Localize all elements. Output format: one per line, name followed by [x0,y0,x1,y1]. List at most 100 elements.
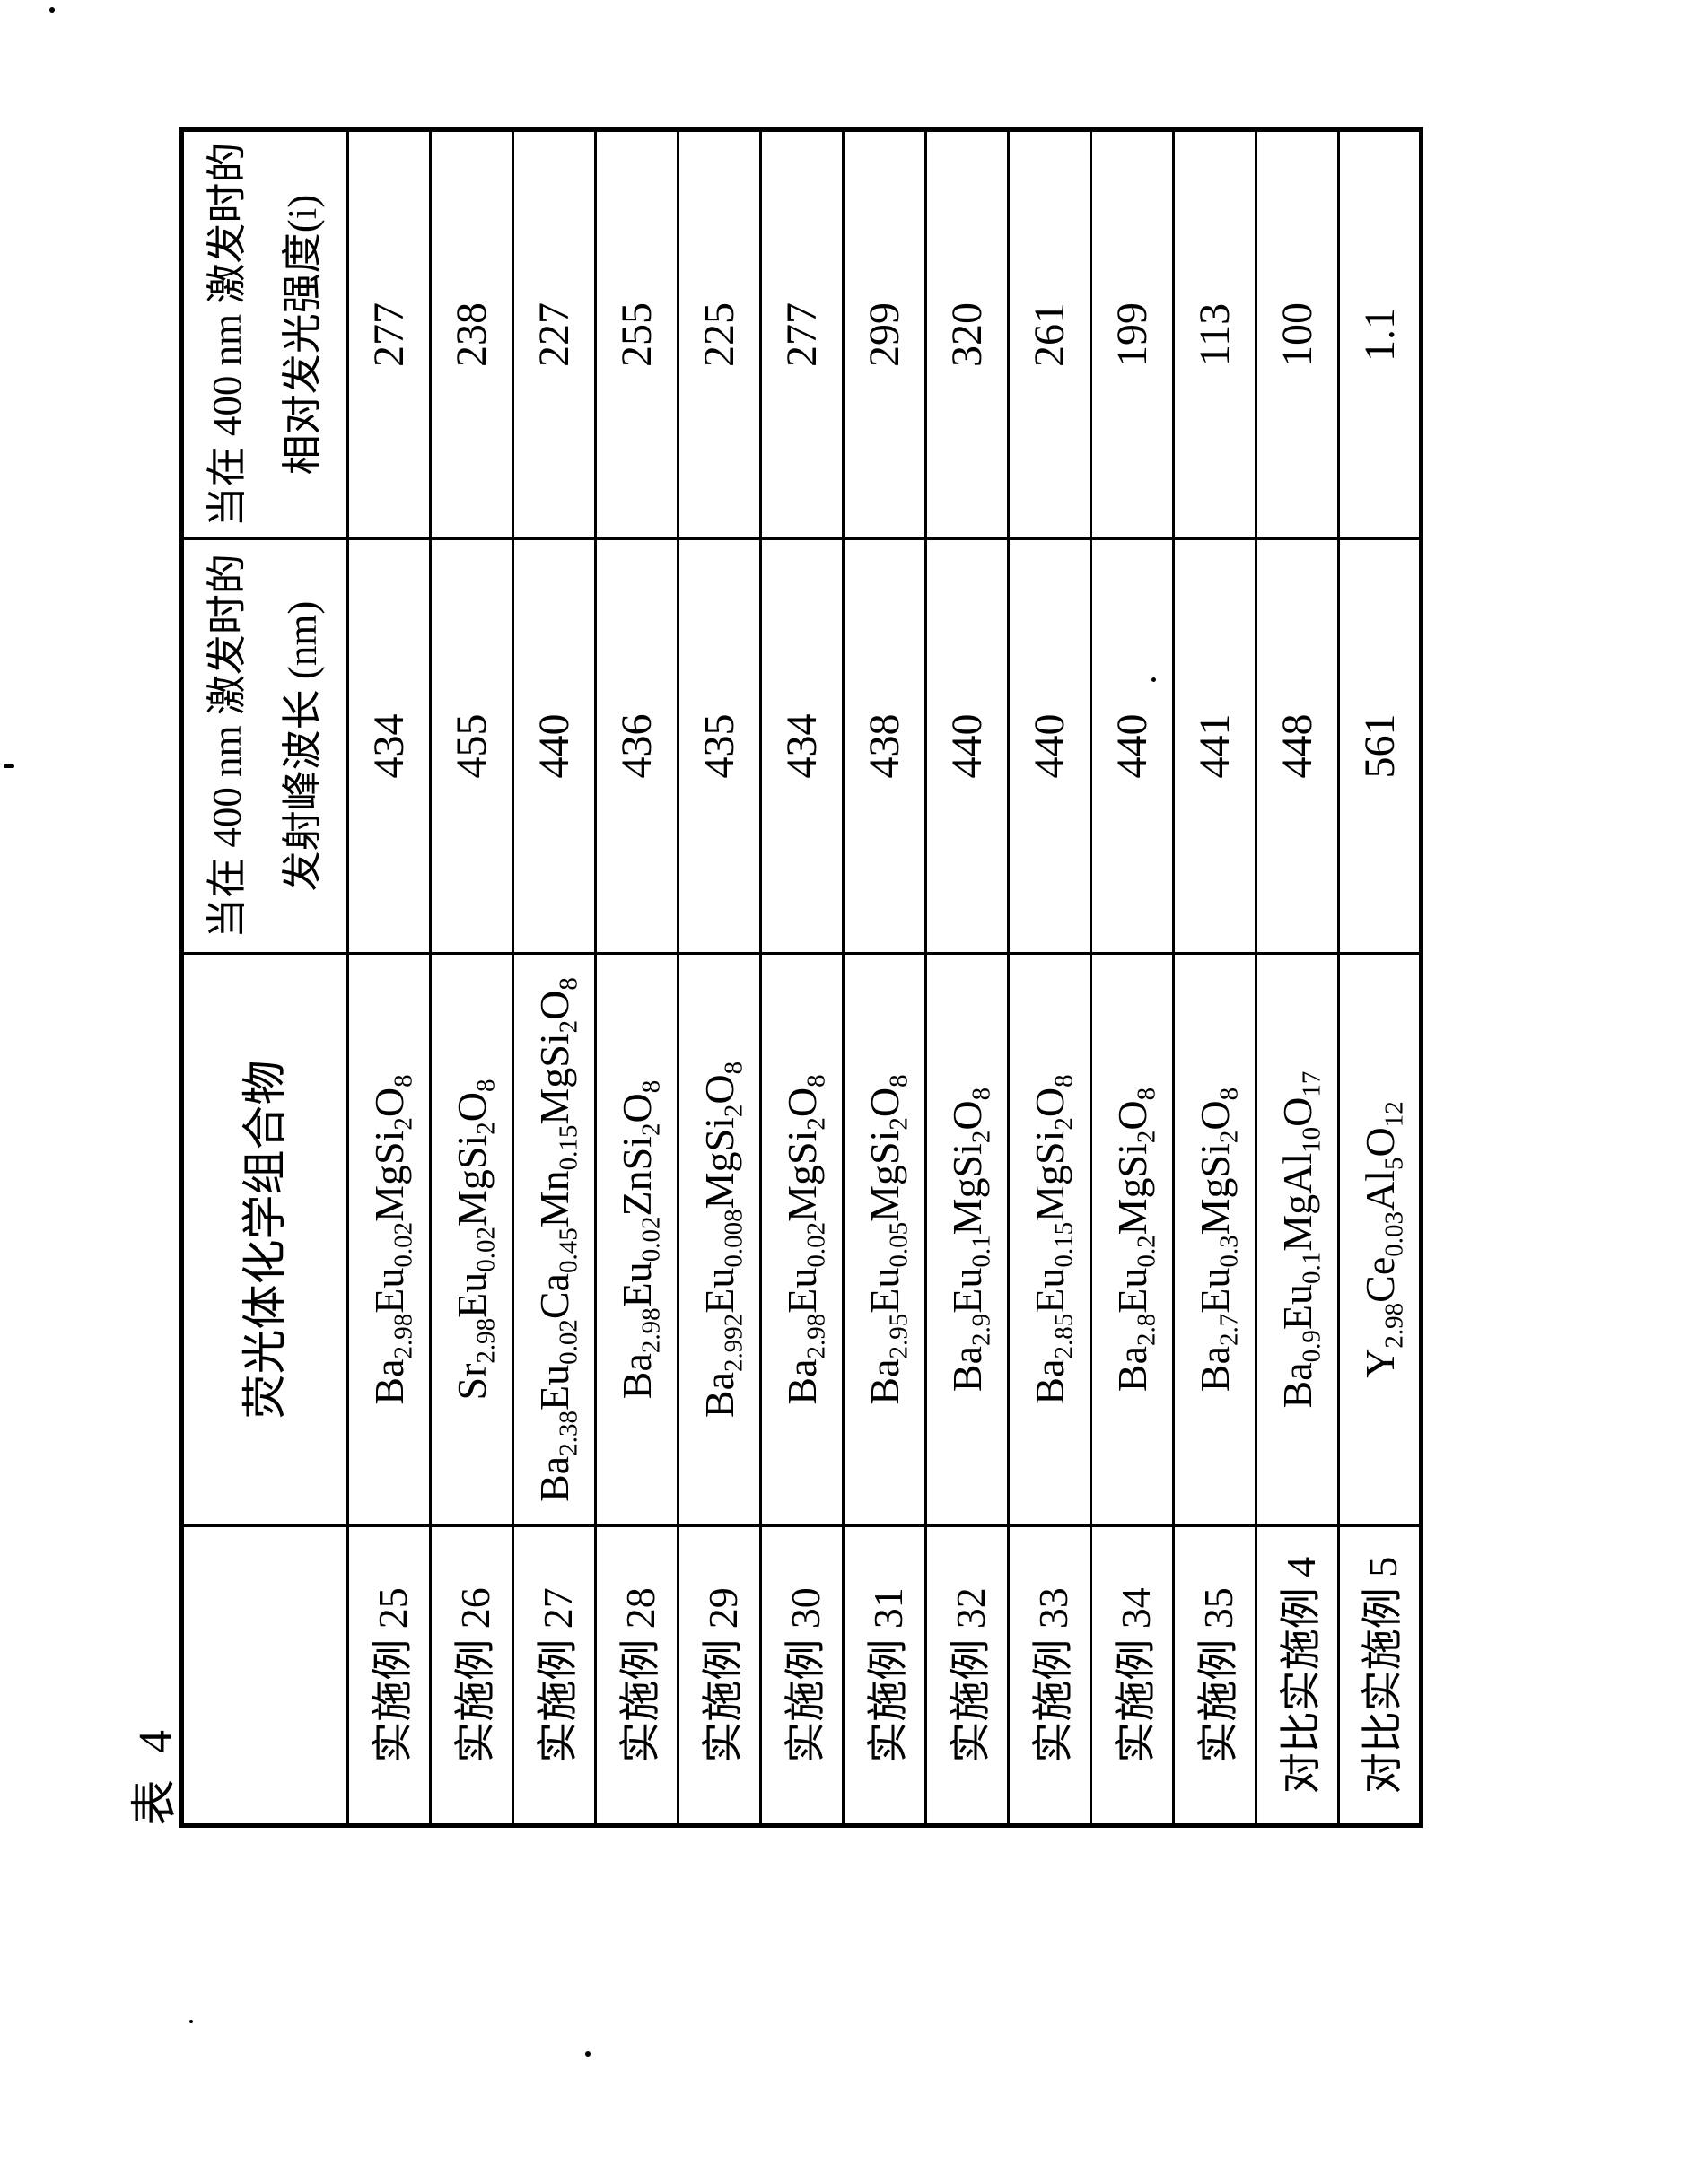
example-label: 对比实施例 5 [1360,1556,1405,1795]
wavelength-cell: 441 [1173,538,1256,954]
example-label-cell: 实施例 25 [347,1525,431,1826]
example-label: 实施例 33 [1029,1587,1076,1763]
corner-header-cell [181,1525,348,1826]
intensity-cell: 100 [1256,129,1339,539]
composition-formula: Ba0.9Eu0.1MgAl10O17 [1274,1070,1326,1409]
composition-formula: Y2.98Ce0.03Al5O12 [1356,1101,1408,1378]
composition-formula: Ba2.8Eu0.2MgSi2O8 [1109,1087,1161,1393]
example-label-cell: 实施例 27 [512,1525,596,1826]
wavelength-value: 441 [1191,713,1238,779]
intensity-cell: 227 [512,129,596,539]
composition-cell: Ba2.7Eu0.3MgSi2O8 [1173,953,1256,1526]
header-line-2: 相对发光强度(i) [279,194,325,476]
wavelength-cell: 455 [430,538,513,954]
composition-formula: Ba2.98Eu0.02MgSi2O8 [366,1074,418,1405]
intensity-value: 199 [1108,302,1156,367]
composition-formula: Ba2.992Eu0.008MgSi2O8 [696,1061,748,1419]
intensity-value: 277 [365,302,413,367]
intensity-cell: 238 [430,129,513,539]
header-line-1: 当在 400 nm 激发时的 [205,142,250,528]
wavelength-value: 440 [530,713,578,779]
intensity-value: 113 [1191,302,1238,367]
table-title: 表 4 [130,1729,181,1826]
table-row: 实施例 26 Sr2.98Eu0.02MgSi2O8 455 238 [430,129,513,1826]
composition-formula: Ba2.98Eu0.02MgSi2O8 [779,1074,831,1405]
table-row: 实施例 28 Ba2.98Eu0.02ZnSi2O8 436 255 [595,129,678,1826]
composition-cell: Ba0.9Eu0.1MgAl10O17 [1256,953,1339,1526]
example-label: 实施例 34 [1112,1587,1159,1763]
example-label: 实施例 29 [699,1587,746,1763]
composition-cell: Sr2.98Eu0.02MgSi2O8 [430,953,513,1526]
intensity-cell: 225 [678,129,761,539]
intensity-value: 238 [448,302,495,367]
wavelength-cell: 440 [512,538,596,954]
wavelength-value: 440 [1108,713,1156,779]
example-label: 实施例 35 [1195,1587,1241,1763]
intensity-value: 1.1 [1355,308,1404,362]
wavelength-cell: 434 [760,538,844,954]
example-label-cell: 实施例 28 [595,1525,678,1826]
intensity-value: 100 [1274,302,1321,367]
scan-artifact [49,7,55,13]
intensity-cell: 277 [760,129,844,539]
composition-formula: Ba2.38Eu0.02Ca0.45Mn0.15MgSi2O8 [531,977,583,1502]
scan-artifact [1151,677,1156,682]
intensity-cell: 199 [1090,129,1174,539]
wavelength-cell: 440 [925,538,1009,954]
example-label: 实施例 26 [451,1587,498,1763]
example-label: 实施例 30 [782,1587,828,1763]
example-label: 实施例 27 [534,1587,581,1763]
table-row: 实施例 31 Ba2.95Eu0.05MgSi2O8 438 299 [843,129,926,1826]
table-row: 实施例 34 Ba2.8Eu0.2MgSi2O8 440 199 [1090,129,1174,1826]
scan-artifact [4,764,14,768]
phosphor-data-table: 荧光体化学组合物 当在 400 nm 激发时的 发射峰波长 (nm) 当在 40… [179,127,1423,1828]
scan-artifact [189,2020,193,2023]
composition-formula: Ba2.95Eu0.05MgSi2O8 [862,1074,914,1405]
wavelength-value: 440 [943,713,991,779]
intensity-cell: 261 [1008,129,1091,539]
wavelength-value: 440 [1026,713,1073,779]
table-row: 实施例 32 Ba2.9Eu0.1MgSi2O8 440 320 [925,129,1009,1826]
intensity-value: 225 [696,302,743,367]
wavelength-cell: 440 [1090,538,1174,954]
wavelength-value: 561 [1355,713,1404,779]
wavelength-value: 434 [778,713,826,779]
wavelength-value: 455 [448,713,495,779]
wavelength-cell: 438 [843,538,926,954]
intensity-cell: 277 [347,129,431,539]
table-row: 实施例 25 Ba2.98Eu0.02MgSi2O8 434 277 [347,129,431,1826]
example-label-cell: 实施例 26 [430,1525,513,1826]
intensity-value: 299 [861,302,908,367]
example-label: 实施例 28 [617,1587,663,1763]
intensity-value: 227 [530,302,578,367]
example-label-cell: 实施例 29 [678,1525,761,1826]
wavelength-cell: 435 [678,538,761,954]
wavelength-cell: 561 [1338,538,1422,954]
composition-cell: Ba2.85Eu0.15MgSi2O8 [1008,953,1091,1526]
intensity-value: 277 [778,302,826,367]
wavelength-cell: 436 [595,538,678,954]
header-row: 荧光体化学组合物 当在 400 nm 激发时的 发射峰波长 (nm) 当在 40… [181,129,348,1826]
composition-formula: Sr2.98Eu0.02MgSi2O8 [449,1079,501,1401]
wavelength-value: 438 [861,713,908,779]
example-label-cell: 实施例 30 [760,1525,844,1826]
composition-cell: Ba2.95Eu0.05MgSi2O8 [843,953,926,1526]
intensity-cell: 1.1 [1338,129,1422,539]
wavelength-value: 434 [365,713,413,779]
wavelength-column-header: 当在 400 nm 激发时的 发射峰波长 (nm) [181,538,348,954]
example-label: 对比实施例 4 [1277,1556,1324,1795]
example-label: 实施例 25 [369,1587,416,1763]
wavelength-cell: 434 [347,538,431,954]
composition-cell: Ba2.9Eu0.1MgSi2O8 [925,953,1009,1526]
table-row: 实施例 33 Ba2.85Eu0.15MgSi2O8 440 261 [1008,129,1091,1826]
wavelength-cell: 448 [1256,538,1339,954]
composition-formula: Ba2.85Eu0.15MgSi2O8 [1027,1074,1079,1405]
intensity-cell: 299 [843,129,926,539]
intensity-column-header: 当在 400 nm 激发时的 相对发光强度(i) [181,129,348,539]
scan-artifact [585,2051,591,2057]
example-label-cell: 实施例 34 [1090,1525,1174,1826]
table-row: 对比实施例 4 Ba0.9Eu0.1MgAl10O17 448 100 [1256,129,1339,1826]
intensity-cell: 255 [595,129,678,539]
header-line-1: 当在 400 nm 激发时的 [205,554,250,939]
composition-cell: Y2.98Ce0.03Al5O12 [1338,953,1422,1526]
